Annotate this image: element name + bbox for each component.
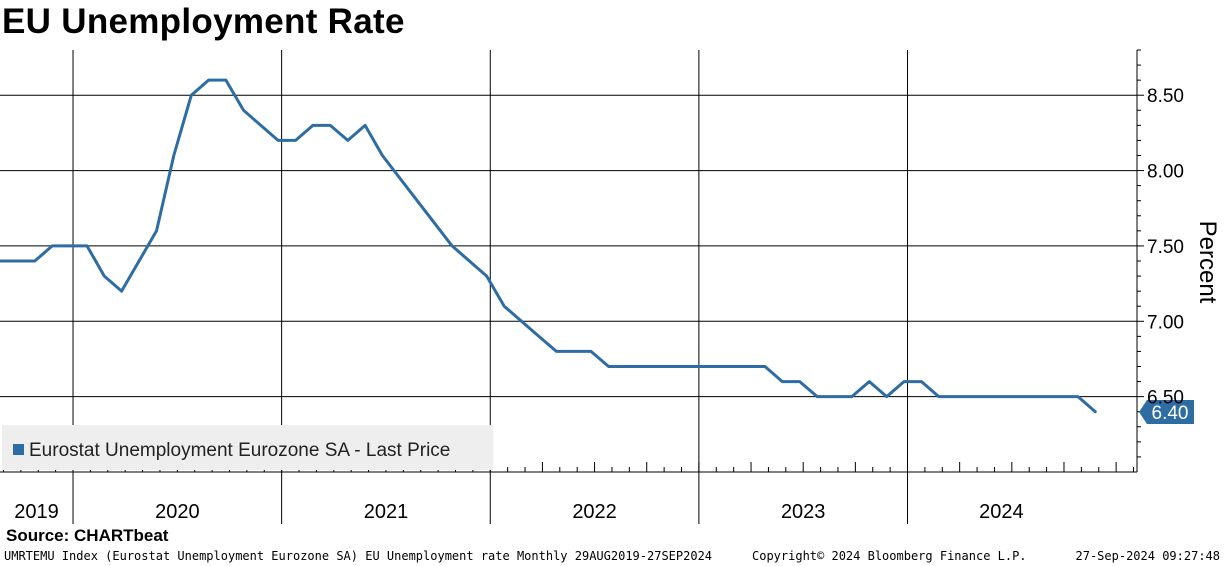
y-tick-label: 7.50 <box>1147 237 1184 258</box>
legend-label: Eurostat Unemployment Eurozone SA - Last… <box>29 440 450 461</box>
y-tick-label: 6.50 <box>1147 388 1184 409</box>
x-tick-label: 2023 <box>781 501 826 523</box>
footer-description: UMRTEMU Index (Eurostat Unemployment Eur… <box>4 549 713 563</box>
y-tick-label: 7.00 <box>1147 312 1184 333</box>
x-tick-label: 2024 <box>979 501 1024 523</box>
legend: Eurostat Unemployment Eurozone SA - Last… <box>2 400 1194 470</box>
axes <box>0 49 1144 473</box>
x-tick-labels: 2019 2020 2021 2022 2023 2024 <box>14 501 1023 523</box>
grid-lines <box>0 50 1137 524</box>
series-group <box>0 78 1097 414</box>
legend-box <box>2 425 493 470</box>
x-tick-label: 2022 <box>572 501 617 523</box>
chart-title: EU Unemployment Rate <box>2 2 405 41</box>
last-value-label: 6.40 <box>1152 403 1189 424</box>
x-tick-label: 2019 <box>14 501 59 523</box>
series-line <box>0 78 1097 414</box>
y-tick-labels: 6.50 7.00 7.50 8.00 8.50 Percent <box>1147 86 1221 408</box>
y-tick-label: 8.00 <box>1147 162 1184 183</box>
legend-swatch <box>13 444 24 455</box>
y-tick-label: 8.50 <box>1147 86 1184 107</box>
y-axis-title: Percent <box>1194 221 1221 304</box>
source-note: Source: CHARTbeat <box>6 526 169 545</box>
footer-copyright: Copyright© 2024 Bloomberg Finance L.P. <box>752 549 1027 563</box>
x-tick-label: 2020 <box>155 501 200 523</box>
footer-timestamp: 27-Sep-2024 09:27:48 <box>1075 549 1221 563</box>
x-tick-label: 2021 <box>364 501 409 523</box>
last-value-box <box>1139 400 1194 424</box>
